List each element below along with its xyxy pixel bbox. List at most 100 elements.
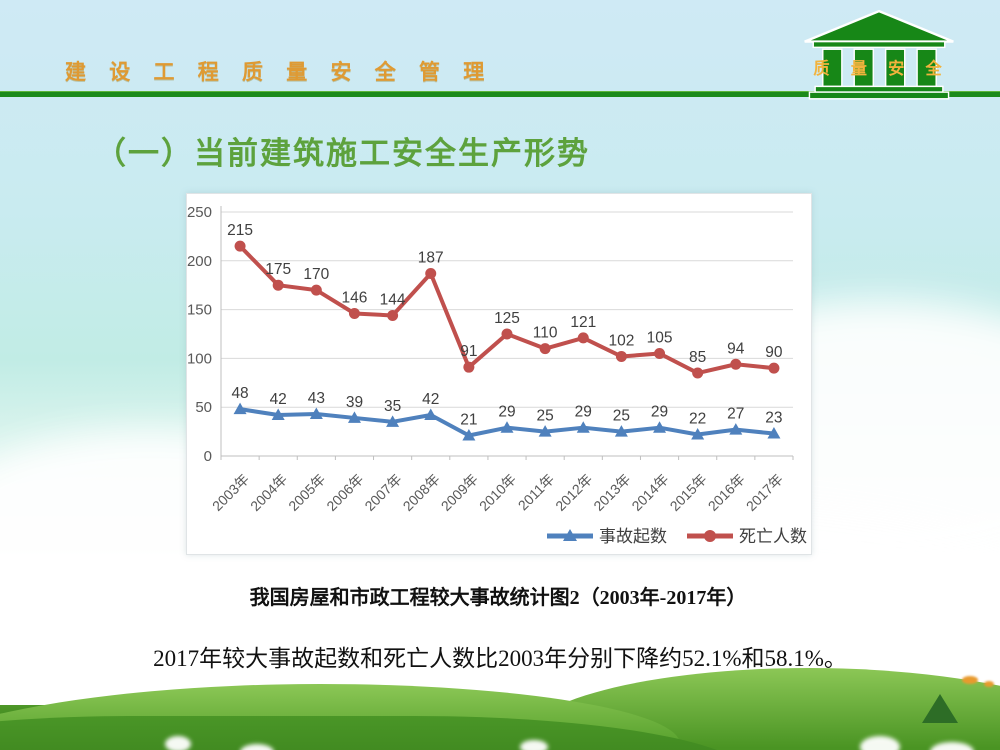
chart-legend: 事故起数 死亡人数 [547, 527, 807, 546]
svg-text:2011年: 2011年 [515, 471, 558, 514]
data-point [233, 402, 247, 415]
data-label: 91 [460, 343, 477, 360]
data-label: 102 [608, 332, 634, 349]
green-divider [0, 91, 1000, 97]
data-point [615, 350, 627, 362]
data-point [424, 408, 438, 421]
data-point [730, 358, 742, 370]
y-axis-labels: 0 50 100 150 200 250 [187, 204, 212, 465]
data-point [348, 308, 360, 320]
svg-text:2012年: 2012年 [552, 471, 595, 514]
data-label: 170 [303, 266, 329, 283]
flower [240, 744, 274, 750]
svg-text:2008年: 2008年 [400, 471, 443, 514]
svg-text:2014年: 2014年 [628, 471, 671, 514]
svg-text:2010年: 2010年 [476, 471, 519, 514]
data-label: 29 [575, 404, 592, 421]
data-label: 39 [346, 394, 363, 411]
data-point [310, 284, 322, 296]
data-point [347, 411, 361, 423]
data-label: 25 [613, 408, 630, 425]
data-label: 29 [651, 404, 668, 421]
section-title: （一）当前建筑施工安全生产形势 [95, 136, 590, 171]
flower [860, 736, 900, 750]
data-label: 25 [537, 408, 554, 425]
data-label: 29 [498, 404, 515, 421]
svg-text:2004年: 2004年 [247, 471, 290, 514]
data-label: 144 [380, 291, 406, 308]
flower [165, 736, 191, 750]
data-label: 146 [342, 290, 368, 307]
svg-text:2007年: 2007年 [361, 471, 404, 514]
svg-text:2003年: 2003年 [209, 471, 252, 514]
svg-text:150: 150 [187, 302, 212, 319]
flower [520, 740, 548, 750]
data-label: 187 [418, 249, 444, 266]
logo-text: 质 量 安 全 [813, 59, 950, 78]
data-point [653, 421, 667, 433]
svg-text:2017年: 2017年 [743, 471, 786, 514]
svg-text:200: 200 [187, 253, 212, 270]
data-point [539, 343, 551, 355]
data-label: 21 [460, 412, 477, 429]
data-point [691, 428, 705, 440]
data-label: 94 [727, 340, 745, 357]
svg-text:50: 50 [195, 399, 212, 416]
data-label: 125 [494, 310, 520, 327]
data-label: 42 [270, 391, 287, 408]
data-point [614, 425, 628, 437]
svg-text:100: 100 [187, 350, 212, 367]
conclusion-text: 2017年较大事故起数和死亡人数比2003年分别下降约52.1%和58.1%。 [153, 646, 847, 671]
line-chart: 0 50 100 150 200 250 2003年2004年2005年2006年2007年… [187, 204, 807, 546]
legend-label: 事故起数 [599, 527, 667, 546]
data-point [538, 425, 552, 437]
nav-up-button[interactable] [922, 694, 958, 723]
data-label: 43 [308, 390, 325, 407]
orange-flower [984, 681, 994, 687]
data-point [768, 362, 780, 374]
data-point [501, 328, 513, 340]
logo-beam [812, 40, 946, 49]
data-point [462, 429, 476, 441]
data-point [767, 427, 781, 439]
data-label: 105 [647, 330, 673, 347]
data-point [309, 407, 323, 420]
data-point [692, 367, 704, 379]
data-point [654, 348, 666, 360]
svg-text:250: 250 [187, 204, 212, 221]
data-point [463, 361, 475, 373]
legend-label: 死亡人数 [739, 527, 807, 546]
data-point [387, 309, 399, 321]
data-label: 175 [265, 261, 291, 278]
svg-text:2016年: 2016年 [705, 471, 748, 514]
chart-panel: 0 50 100 150 200 250 2003年 2004年 2005年 2006年 2007年… [186, 193, 812, 555]
data-point [234, 240, 246, 252]
data-point [577, 332, 589, 344]
data-label: 48 [231, 385, 248, 402]
data-point [386, 415, 400, 427]
data-point [500, 421, 514, 433]
data-label: 85 [689, 349, 706, 366]
svg-text:2015年: 2015年 [667, 471, 710, 514]
data-label: 35 [384, 398, 401, 415]
series-accidents: 48 42 43 39 35 42 21 29 25 29 25 29 22 27 23 [231, 385, 783, 441]
orange-flower [962, 676, 978, 684]
x-axis-labels: 2003年2004年2005年2006年2007年2008年2009年2010年… [209, 471, 786, 514]
data-label: 90 [765, 344, 783, 361]
svg-text:2005年: 2005年 [285, 471, 328, 514]
logo-roof-icon [804, 9, 954, 43]
svg-text:0: 0 [204, 448, 212, 465]
quality-safety-logo: 质 量 安 全 [804, 9, 954, 100]
data-label: 27 [727, 406, 744, 423]
series-deaths: 215 175 170 146 144 187 91 125 110 121 102 105 85 94 9… [227, 222, 783, 379]
data-point [425, 267, 437, 279]
data-label: 215 [227, 222, 253, 239]
data-label: 42 [422, 391, 439, 408]
svg-text:2006年: 2006年 [323, 471, 366, 514]
data-point [272, 279, 284, 291]
data-label: 22 [689, 411, 706, 428]
data-point [729, 423, 743, 435]
x-axis-ticks [220, 456, 794, 460]
svg-text:2009年: 2009年 [438, 471, 481, 514]
